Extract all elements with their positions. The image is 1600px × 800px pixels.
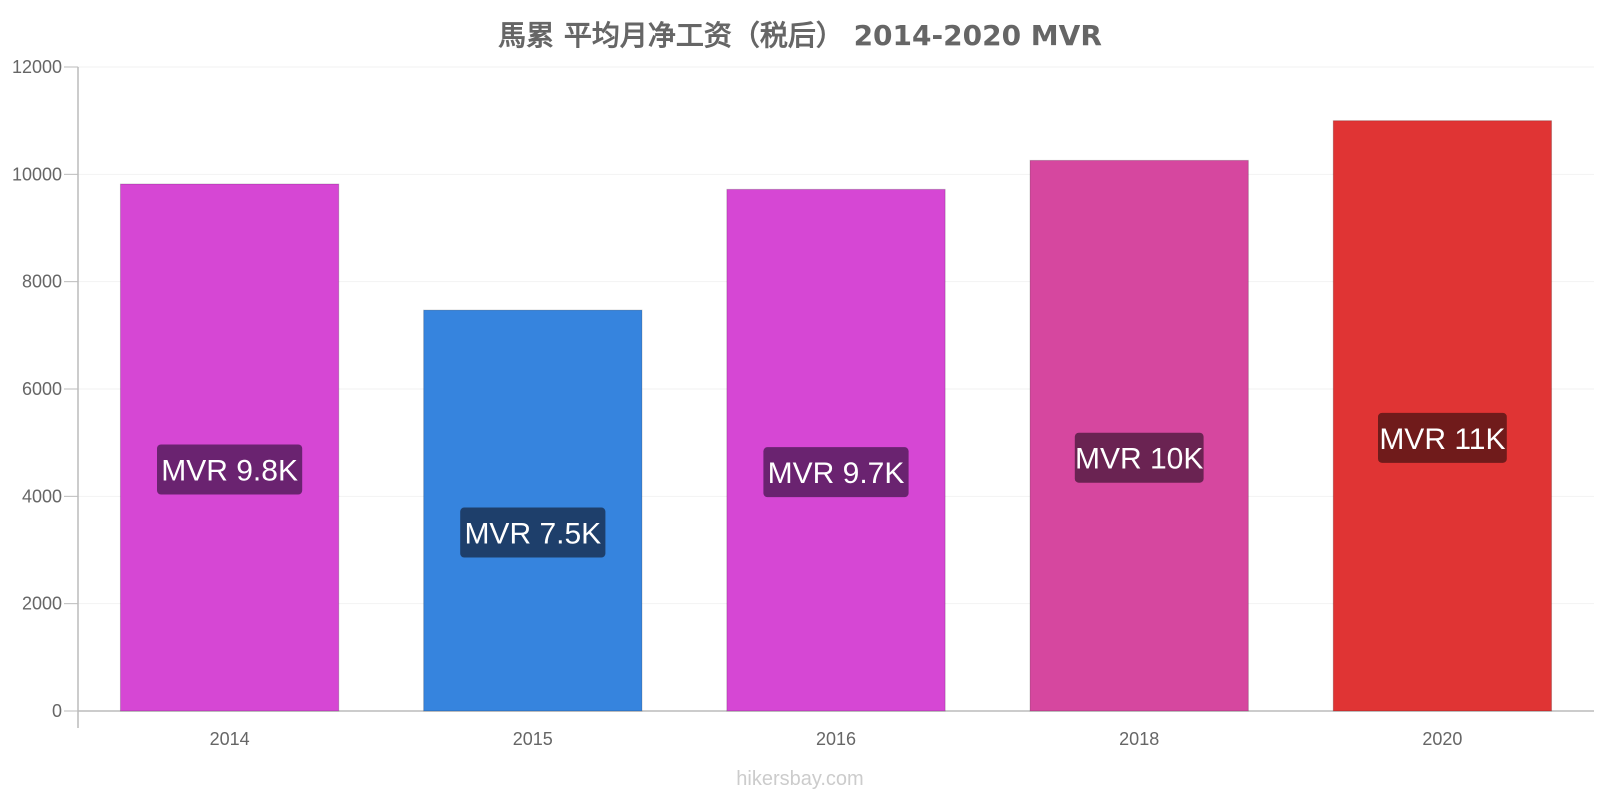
data-labels: MVR 9.8K MVR 7.5K MVR 9.7K MVR 10K MVR 11K xyxy=(157,412,1507,558)
bars xyxy=(119,120,1553,712)
data-label: MVR 11K xyxy=(1379,423,1505,456)
y-tick-label: 2000 xyxy=(22,594,62,614)
data-label-box xyxy=(1074,432,1204,483)
data-label-box xyxy=(157,444,303,495)
y-tick-label: 6000 xyxy=(22,379,62,399)
y-tick-label: 4000 xyxy=(22,486,62,506)
data-label: MVR 9.7K xyxy=(768,457,905,490)
x-tick-label: 2016 xyxy=(816,729,856,749)
watermark[interactable]: hikersbay.com xyxy=(736,768,864,790)
y-tick-label: 0 xyxy=(52,701,62,721)
x-tick-label: 2014 xyxy=(210,729,250,749)
y-tick-label: 12000 xyxy=(12,57,62,77)
x-tick-label: 2015 xyxy=(513,729,553,749)
data-label: MVR 7.5K xyxy=(464,518,601,551)
x-tick-label: 2018 xyxy=(1119,729,1159,749)
y-tick-label: 10000 xyxy=(12,164,62,184)
data-label-box xyxy=(1378,412,1507,463)
y-tick-label: 8000 xyxy=(22,272,62,292)
data-label-box xyxy=(763,447,909,498)
x-tick-label: 2020 xyxy=(1422,729,1462,749)
data-label: MVR 9.8K xyxy=(161,454,298,487)
data-label: MVR 10K xyxy=(1075,443,1203,476)
data-label-box xyxy=(460,507,606,558)
chart-title: 馬累 平均月净工资（税后） 2014-2020 MVR xyxy=(498,19,1102,52)
